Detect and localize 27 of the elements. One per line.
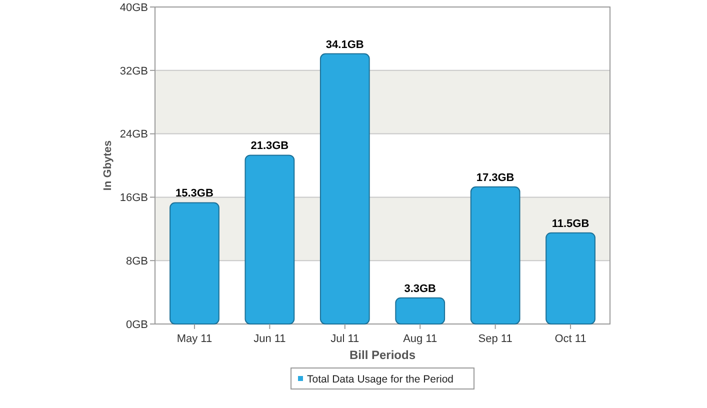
data-label: 21.3GB [250,140,289,152]
legend-label: Total Data Usage for the Period [307,374,454,386]
y-tick-label: 0GB [126,318,148,331]
y-axis-title: In Gbytes [102,140,114,191]
y-tick-label: 40GB [120,2,148,14]
bar [320,53,370,324]
data-label: 11.5GB [552,218,590,230]
x-tick-label: Jun 11 [254,333,286,345]
bar [546,232,596,324]
x-tick-label: Oct 11 [554,333,586,345]
x-tick-label: May 11 [176,333,212,345]
data-label: 3.3GB [404,282,436,295]
bar [170,202,220,324]
bar [395,297,446,324]
bar [470,186,520,324]
y-tick-label: 8GB [126,255,148,268]
data-label: 17.3GB [476,172,514,184]
x-axis-title: Bill Periods [349,348,416,362]
bar [244,154,295,324]
x-tick-label: Jul 11 [330,333,360,345]
y-tick-label: 24GB [120,128,148,141]
data-label: 34.1GB [326,38,364,51]
data-label: 15.3GB [176,188,214,200]
x-tick-label: Aug 11 [403,333,438,345]
y-tick-label: 32GB [120,65,148,78]
x-tick-label: Sep 11 [478,333,512,345]
y-tick-label: 16GB [120,192,148,204]
